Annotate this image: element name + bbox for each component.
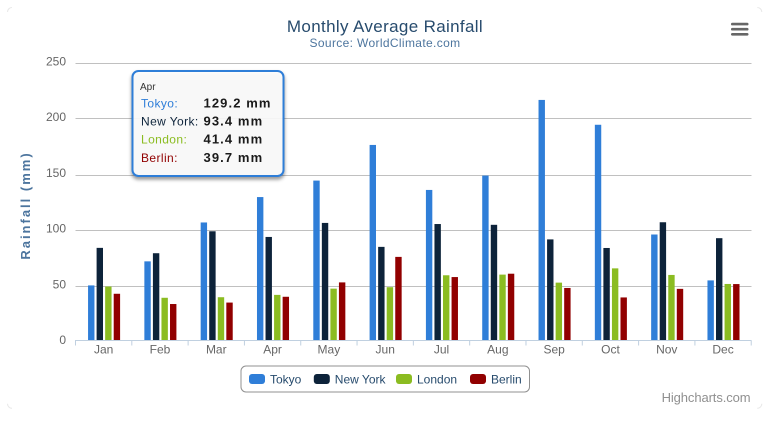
svg-text:93.4 mm: 93.4 mm	[204, 114, 264, 129]
svg-text:250: 250	[46, 55, 66, 69]
svg-text:Jan: Jan	[94, 343, 113, 357]
svg-text:150: 150	[46, 166, 66, 180]
svg-text:London:: London:	[141, 133, 187, 147]
svg-text:Monthly Average Rainfall: Monthly Average Rainfall	[287, 17, 483, 36]
svg-text:Aug: Aug	[487, 343, 508, 357]
svg-text:Sep: Sep	[543, 343, 565, 357]
svg-text:Highcharts.com: Highcharts.com	[662, 390, 751, 405]
svg-text:Dec: Dec	[712, 343, 733, 357]
svg-text:Feb: Feb	[150, 343, 171, 357]
svg-text:200: 200	[46, 110, 66, 124]
svg-text:Berlin:: Berlin:	[141, 151, 178, 165]
svg-text:Source: WorldClimate.com: Source: WorldClimate.com	[310, 36, 461, 50]
svg-text:Apr: Apr	[140, 82, 156, 93]
svg-text:Berlin: Berlin	[491, 373, 522, 387]
svg-text:Nov: Nov	[656, 343, 677, 357]
svg-text:Jul: Jul	[434, 343, 449, 357]
svg-text:London: London	[417, 373, 457, 387]
svg-text:39.7 mm: 39.7 mm	[204, 150, 264, 165]
svg-text:100: 100	[46, 222, 66, 236]
svg-text:Oct: Oct	[601, 343, 620, 357]
svg-text:New York: New York	[335, 373, 387, 387]
svg-text:Tokyo: Tokyo	[270, 373, 302, 387]
svg-text:0: 0	[59, 333, 66, 347]
svg-text:Tokyo:: Tokyo:	[141, 97, 178, 111]
svg-text:129.2 mm: 129.2 mm	[204, 96, 272, 111]
svg-text:New York:: New York:	[141, 115, 199, 129]
svg-text:Apr: Apr	[263, 343, 282, 357]
svg-text:May: May	[318, 343, 341, 357]
svg-text:Jun: Jun	[376, 343, 395, 357]
svg-text:Rainfall (mm): Rainfall (mm)	[18, 151, 33, 259]
svg-text:50: 50	[53, 277, 67, 291]
svg-text:41.4 mm: 41.4 mm	[204, 132, 264, 147]
svg-text:Mar: Mar	[206, 343, 227, 357]
